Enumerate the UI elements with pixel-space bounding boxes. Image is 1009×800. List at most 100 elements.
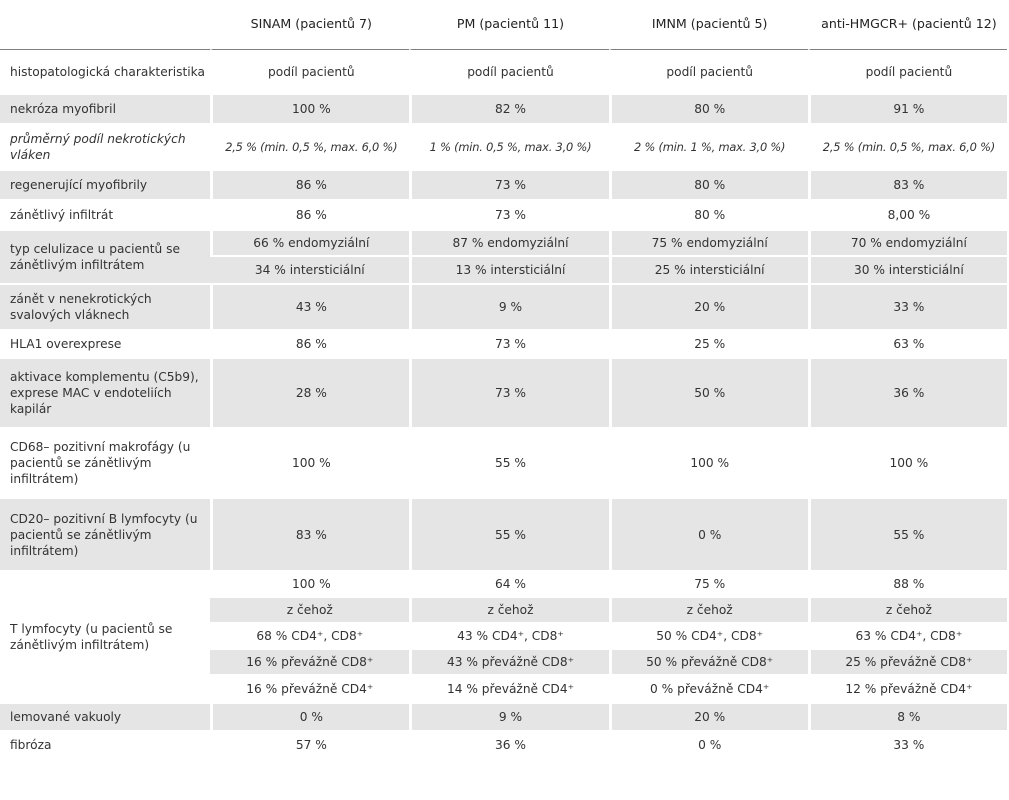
data-table: SINAM (pacientů 7) PM (pacientů 11) IMNM…	[0, 0, 1007, 760]
cell-value: z čehož	[608, 598, 808, 624]
cell-value: 2,5 % (min. 0,5 %, max. 6,0 %)	[210, 125, 410, 171]
cell-value: 2 % (min. 1 %, max. 3,0 %)	[608, 125, 808, 171]
header-anti-hmgcr: anti-HMGCR+ (pacientů 12)	[807, 0, 1007, 49]
table-row: regenerující myofibrily 86 % 73 % 80 % 8…	[0, 171, 1007, 201]
table-row: z čehož z čehož z čehož z čehož	[0, 598, 1007, 624]
cell-value: 70 % endomyziální	[807, 231, 1007, 257]
cell-value: 80 %	[608, 171, 808, 201]
cell-value: 25 % intersticiální	[608, 257, 808, 285]
cell-value: 16 % převážně CD4⁺	[210, 676, 410, 704]
cell-value: 50 % CD4⁺, CD8⁺	[608, 624, 808, 650]
table-row: průměrný podíl nekrotických vláken 2,5 %…	[0, 125, 1007, 171]
cell-value: 88 %	[807, 572, 1007, 598]
cell-value: 63 %	[807, 331, 1007, 359]
cell-value: 83 %	[210, 499, 410, 572]
cell-value: 33 %	[807, 285, 1007, 331]
cell-value: 2,5 % (min. 0,5 %, max. 6,0 %)	[807, 125, 1007, 171]
table-row: 16 % převážně CD4⁺ 14 % převážně CD4⁺ 0 …	[0, 676, 1007, 704]
cell-value: 9 %	[409, 704, 609, 732]
cell-value: 86 %	[210, 201, 410, 231]
cell-value: podíl pacientů	[807, 49, 1007, 95]
cell-value: 100 %	[807, 429, 1007, 499]
cell-value: podíl pacientů	[608, 49, 808, 95]
cell-value: 0 %	[608, 499, 808, 572]
table-row: CD68– pozitivní makrofágy (u pacientů se…	[0, 429, 1007, 499]
cell-value: 66 % endomyziální	[210, 231, 410, 257]
cell-value: 20 %	[608, 704, 808, 732]
cell-value: podíl pacientů	[409, 49, 609, 95]
row-label: histopatologická charakteristika	[0, 49, 211, 95]
cell-value: 12 % převážně CD4⁺	[807, 676, 1007, 704]
cell-value: 50 % převážně CD8⁺	[608, 650, 808, 676]
cell-value: 86 %	[210, 171, 410, 201]
cell-value: 80 %	[608, 201, 808, 231]
cell-value: 100 %	[608, 429, 808, 499]
cell-value: 91 %	[807, 95, 1007, 125]
cell-value: 13 % intersticiální	[409, 257, 609, 285]
cell-value: 43 % CD4⁺, CD8⁺	[409, 624, 609, 650]
row-label: zánětlivý infiltrát	[0, 201, 211, 231]
cell-value: 36 %	[409, 732, 609, 760]
cell-value: 0 %	[608, 732, 808, 760]
cell-value: z čehož	[807, 598, 1007, 624]
row-label: aktivace komplementu (C5b9), exprese MAC…	[0, 359, 211, 429]
cell-value: 100 %	[210, 572, 410, 598]
table-row: HLA1 overexprese 86 % 73 % 25 % 63 %	[0, 331, 1007, 359]
row-label: lemované vakuoly	[0, 704, 211, 732]
cell-value: 36 %	[807, 359, 1007, 429]
cell-value: z čehož	[210, 598, 410, 624]
table-row: 16 % převážně CD8⁺ 43 % převážně CD8⁺ 50…	[0, 650, 1007, 676]
cell-value: 34 % intersticiální	[210, 257, 410, 285]
cell-value: 43 % převážně CD8⁺	[409, 650, 609, 676]
cell-value: podíl pacientů	[210, 49, 410, 95]
row-label: T lymfocyty (u pacientů se zánětlivým in…	[0, 572, 211, 704]
table-row: CD20– pozitivní B lymfocyty (u pacientů …	[0, 499, 1007, 572]
row-label: CD68– pozitivní makrofágy (u pacientů se…	[0, 429, 211, 499]
table-row: 34 % intersticiální 13 % intersticiální …	[0, 257, 1007, 285]
table-row: zánětlivý infiltrát 86 % 73 % 80 % 8,00 …	[0, 201, 1007, 231]
cell-value: 100 %	[210, 95, 410, 125]
cell-value: 68 % CD4⁺, CD8⁺	[210, 624, 410, 650]
table-row: T lymfocyty (u pacientů se zánětlivým in…	[0, 572, 1007, 704]
header-imnm: IMNM (pacientů 5)	[608, 0, 808, 49]
cell-value: 1 % (min. 0,5 %, max. 3,0 %)	[409, 125, 609, 171]
header-sinam: SINAM (pacientů 7)	[210, 0, 410, 49]
cell-value: 82 %	[409, 95, 609, 125]
cell-value: 55 %	[409, 429, 609, 499]
cell-value: 28 %	[210, 359, 410, 429]
cell-value: 8 %	[807, 704, 1007, 732]
header-row: SINAM (pacientů 7) PM (pacientů 11) IMNM…	[0, 0, 1007, 49]
cell-value: 73 %	[409, 359, 609, 429]
cell-value: 20 %	[608, 285, 808, 331]
cell-value: 25 %	[608, 331, 808, 359]
cell-value: 73 %	[409, 171, 609, 201]
row-label: nekróza myofibril	[0, 95, 211, 125]
row-label: průměrný podíl nekrotických vláken	[0, 125, 211, 171]
table-row: histopatologická charakteristika podíl p…	[0, 49, 1007, 95]
cell-value: 80 %	[608, 95, 808, 125]
cell-value: 63 % CD4⁺, CD8⁺	[807, 624, 1007, 650]
table-row: aktivace komplementu (C5b9), exprese MAC…	[0, 359, 1007, 429]
cell-value: 100 %	[210, 429, 410, 499]
table-row: nekróza myofibril 100 % 82 % 80 % 91 %	[0, 95, 1007, 125]
row-label: CD20– pozitivní B lymfocyty (u pacientů …	[0, 499, 211, 572]
cell-value: 16 % převážně CD8⁺	[210, 650, 410, 676]
header-empty	[0, 0, 211, 49]
cell-value: z čehož	[409, 598, 609, 624]
cell-value: 83 %	[807, 171, 1007, 201]
row-label: zánět v nenekrotických svalových vláknec…	[0, 285, 211, 331]
cell-value: 33 %	[807, 732, 1007, 760]
cell-value: 64 %	[409, 572, 609, 598]
row-label: fibróza	[0, 732, 211, 760]
cell-value: 55 %	[409, 499, 609, 572]
cell-value: 75 %	[608, 572, 808, 598]
cell-value: 9 %	[409, 285, 609, 331]
cell-value: 87 % endomyziální	[409, 231, 609, 257]
cell-value: 55 %	[807, 499, 1007, 572]
row-label: HLA1 overexprese	[0, 331, 211, 359]
cell-value: 57 %	[210, 732, 410, 760]
header-pm: PM (pacientů 11)	[409, 0, 609, 49]
cell-value: 75 % endomyziální	[608, 231, 808, 257]
cell-value: 73 %	[409, 331, 609, 359]
table-row: zánět v nenekrotických svalových vláknec…	[0, 285, 1007, 331]
